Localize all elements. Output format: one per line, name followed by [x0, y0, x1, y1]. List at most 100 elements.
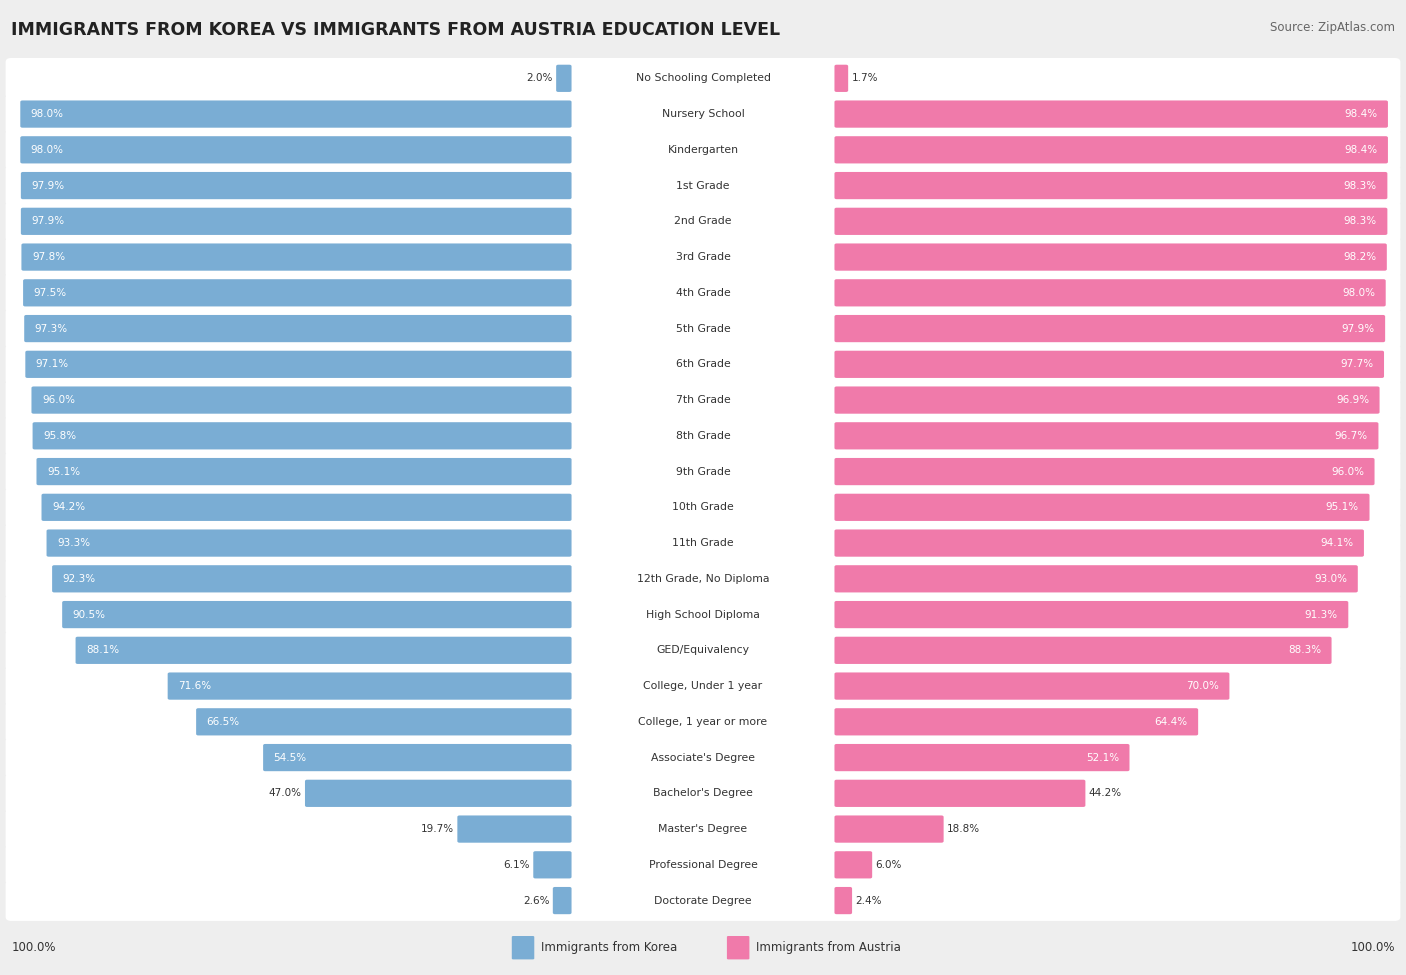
FancyBboxPatch shape — [6, 737, 1400, 778]
FancyBboxPatch shape — [835, 386, 1379, 413]
Text: 93.0%: 93.0% — [1315, 574, 1347, 584]
FancyBboxPatch shape — [46, 529, 571, 557]
FancyBboxPatch shape — [42, 493, 571, 521]
Text: Doctorate Degree: Doctorate Degree — [654, 896, 752, 906]
FancyBboxPatch shape — [195, 708, 571, 735]
FancyBboxPatch shape — [21, 244, 571, 271]
FancyBboxPatch shape — [6, 94, 1400, 135]
FancyBboxPatch shape — [6, 844, 1400, 885]
FancyBboxPatch shape — [835, 458, 1375, 486]
Text: Immigrants from Korea: Immigrants from Korea — [541, 941, 678, 955]
FancyBboxPatch shape — [835, 637, 1331, 664]
Text: 6.1%: 6.1% — [503, 860, 530, 870]
FancyBboxPatch shape — [37, 458, 571, 486]
Text: 8th Grade: 8th Grade — [676, 431, 730, 441]
FancyBboxPatch shape — [835, 279, 1386, 306]
Text: 93.3%: 93.3% — [58, 538, 90, 548]
Text: 4th Grade: 4th Grade — [676, 288, 730, 297]
FancyBboxPatch shape — [835, 887, 852, 915]
Text: 96.0%: 96.0% — [1331, 467, 1364, 477]
Text: 98.3%: 98.3% — [1344, 216, 1376, 226]
Text: 70.0%: 70.0% — [1187, 682, 1219, 691]
Text: 2.0%: 2.0% — [526, 73, 553, 83]
FancyBboxPatch shape — [533, 851, 571, 878]
Text: 90.5%: 90.5% — [73, 609, 105, 619]
FancyBboxPatch shape — [6, 344, 1400, 385]
Text: 95.1%: 95.1% — [1326, 502, 1360, 512]
Text: No Schooling Completed: No Schooling Completed — [636, 73, 770, 83]
FancyBboxPatch shape — [22, 279, 571, 306]
FancyBboxPatch shape — [24, 315, 571, 342]
FancyBboxPatch shape — [835, 780, 1085, 807]
FancyBboxPatch shape — [6, 880, 1400, 921]
Text: 98.0%: 98.0% — [1343, 288, 1375, 297]
Text: 88.3%: 88.3% — [1288, 645, 1322, 655]
FancyBboxPatch shape — [557, 64, 571, 92]
FancyBboxPatch shape — [6, 666, 1400, 707]
FancyBboxPatch shape — [263, 744, 571, 771]
Text: 97.5%: 97.5% — [34, 288, 66, 297]
FancyBboxPatch shape — [25, 351, 571, 378]
FancyBboxPatch shape — [835, 708, 1198, 735]
Text: 95.1%: 95.1% — [46, 467, 80, 477]
FancyBboxPatch shape — [76, 637, 571, 664]
Text: 100.0%: 100.0% — [11, 941, 56, 955]
FancyBboxPatch shape — [835, 208, 1388, 235]
Text: 10th Grade: 10th Grade — [672, 502, 734, 512]
FancyBboxPatch shape — [167, 673, 571, 700]
Text: 91.3%: 91.3% — [1305, 609, 1337, 619]
FancyBboxPatch shape — [6, 201, 1400, 242]
Text: 97.9%: 97.9% — [31, 216, 65, 226]
FancyBboxPatch shape — [305, 780, 571, 807]
FancyBboxPatch shape — [835, 851, 872, 878]
Text: Professional Degree: Professional Degree — [648, 860, 758, 870]
Text: 96.7%: 96.7% — [1334, 431, 1368, 441]
Text: 92.3%: 92.3% — [63, 574, 96, 584]
FancyBboxPatch shape — [835, 601, 1348, 628]
Text: 7th Grade: 7th Grade — [676, 395, 730, 405]
Text: 98.2%: 98.2% — [1343, 253, 1376, 262]
FancyBboxPatch shape — [835, 244, 1386, 271]
FancyBboxPatch shape — [835, 422, 1378, 449]
FancyBboxPatch shape — [835, 529, 1364, 557]
FancyBboxPatch shape — [835, 351, 1384, 378]
FancyBboxPatch shape — [6, 630, 1400, 671]
FancyBboxPatch shape — [20, 136, 571, 164]
FancyBboxPatch shape — [835, 315, 1385, 342]
Text: 97.9%: 97.9% — [1341, 324, 1375, 333]
FancyBboxPatch shape — [727, 936, 749, 959]
Text: 96.0%: 96.0% — [42, 395, 75, 405]
Text: Source: ZipAtlas.com: Source: ZipAtlas.com — [1270, 21, 1395, 34]
FancyBboxPatch shape — [835, 744, 1129, 771]
FancyBboxPatch shape — [21, 172, 571, 199]
Text: College, 1 year or more: College, 1 year or more — [638, 717, 768, 726]
Text: 94.2%: 94.2% — [52, 502, 86, 512]
FancyBboxPatch shape — [6, 415, 1400, 456]
Text: Bachelor's Degree: Bachelor's Degree — [652, 789, 754, 799]
Text: 95.8%: 95.8% — [44, 431, 76, 441]
Text: 6th Grade: 6th Grade — [676, 360, 730, 370]
Text: 54.5%: 54.5% — [274, 753, 307, 762]
Text: 2.6%: 2.6% — [523, 896, 550, 906]
Text: High School Diploma: High School Diploma — [647, 609, 759, 619]
FancyBboxPatch shape — [32, 422, 571, 449]
Text: 3rd Grade: 3rd Grade — [675, 253, 731, 262]
FancyBboxPatch shape — [52, 566, 571, 593]
FancyBboxPatch shape — [835, 136, 1388, 164]
Text: 9th Grade: 9th Grade — [676, 467, 730, 477]
FancyBboxPatch shape — [6, 165, 1400, 206]
Text: 94.1%: 94.1% — [1320, 538, 1354, 548]
FancyBboxPatch shape — [6, 523, 1400, 564]
Text: GED/Equivalency: GED/Equivalency — [657, 645, 749, 655]
FancyBboxPatch shape — [835, 493, 1369, 521]
Text: 100.0%: 100.0% — [1350, 941, 1395, 955]
Text: 98.3%: 98.3% — [1344, 180, 1376, 190]
Text: 18.8%: 18.8% — [948, 824, 980, 834]
Text: 97.9%: 97.9% — [31, 180, 65, 190]
FancyBboxPatch shape — [21, 208, 571, 235]
Text: 88.1%: 88.1% — [86, 645, 120, 655]
FancyBboxPatch shape — [6, 559, 1400, 600]
FancyBboxPatch shape — [6, 379, 1400, 420]
FancyBboxPatch shape — [6, 701, 1400, 742]
FancyBboxPatch shape — [6, 58, 1400, 98]
